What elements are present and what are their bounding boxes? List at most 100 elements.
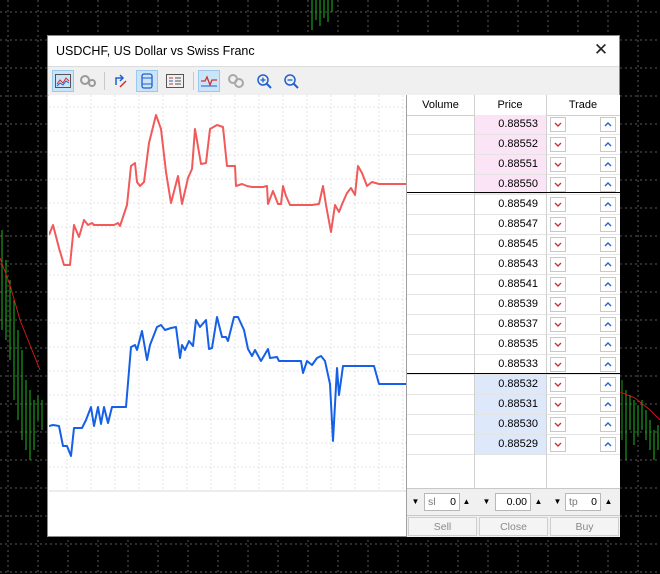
sell-limit-button[interactable] <box>550 217 566 232</box>
sl-down-arrow[interactable]: ▼ <box>411 497 420 506</box>
chevron-down-icon <box>554 242 562 247</box>
chevron-down-icon <box>554 342 562 347</box>
dom-row: 0.88532 <box>407 375 620 395</box>
close-position-button[interactable]: Close <box>479 517 548 536</box>
close-icon: ✕ <box>593 40 609 59</box>
one-click-trading-icon <box>115 74 127 88</box>
price-cell: 0.88539 <box>498 298 538 310</box>
volume-list-button[interactable] <box>164 70 186 92</box>
chevron-up-icon <box>604 422 612 427</box>
sl-field[interactable]: sl 0 <box>424 493 460 511</box>
dom-row: 0.88549 <box>407 195 620 215</box>
sell-button[interactable]: Sell <box>408 517 477 536</box>
sell-limit-button[interactable] <box>550 277 566 292</box>
buy-limit-button[interactable] <box>600 297 616 312</box>
sell-limit-button[interactable] <box>550 297 566 312</box>
chevron-down-icon <box>554 182 562 187</box>
buy-limit-button[interactable] <box>600 177 616 192</box>
close-button[interactable]: ✕ <box>589 39 613 63</box>
buy-limit-button[interactable] <box>600 237 616 252</box>
sl-up-arrow[interactable]: ▲ <box>462 497 471 506</box>
chevron-up-icon <box>604 322 612 327</box>
tick-chart[interactable] <box>48 95 406 536</box>
price-cell: 0.88553 <box>474 115 546 134</box>
buy-button[interactable]: Buy <box>550 517 619 536</box>
volume-up-arrow[interactable]: ▲ <box>534 497 543 506</box>
chevron-down-icon <box>554 382 562 387</box>
buy-limit-button[interactable] <box>600 317 616 332</box>
chevron-up-icon <box>604 382 612 387</box>
buy-limit-button[interactable] <box>600 337 616 352</box>
price-cell: 0.88541 <box>498 278 538 290</box>
chevron-down-icon <box>554 162 562 167</box>
ask-line <box>48 114 406 266</box>
buy-limit-button[interactable] <box>600 157 616 172</box>
buy-limit-button[interactable] <box>600 357 616 372</box>
sell-limit-button[interactable] <box>550 257 566 272</box>
chevron-down-icon <box>554 362 562 367</box>
chevron-up-icon <box>604 222 612 227</box>
dom-row: 0.88552 <box>407 135 620 155</box>
line-chart-button[interactable] <box>52 70 74 92</box>
price-cell: 0.88550 <box>474 175 546 194</box>
toolbar <box>48 66 619 96</box>
price-cell: 0.88552 <box>474 135 546 154</box>
order-buttons: Sell Close Buy <box>407 515 620 537</box>
chevron-up-icon <box>604 342 612 347</box>
buy-limit-button[interactable] <box>600 377 616 392</box>
volume-down-arrow[interactable]: ▼ <box>482 497 491 506</box>
tp-down-arrow[interactable]: ▼ <box>553 497 562 506</box>
order-controls: ▼ sl 0 ▲ ▼ 0.00 ▲ ▼ tp 0 ▲ <box>407 488 620 515</box>
sell-limit-button[interactable] <box>550 157 566 172</box>
sell-limit-button[interactable] <box>550 137 566 152</box>
buy-limit-button[interactable] <box>600 137 616 152</box>
chevron-down-icon <box>554 282 562 287</box>
volume-value: 0.00 <box>506 496 527 508</box>
sell-limit-button[interactable] <box>550 177 566 192</box>
sell-limit-button[interactable] <box>550 117 566 132</box>
dom-row: 0.88533 <box>407 355 620 375</box>
link-button[interactable] <box>225 70 247 92</box>
price-cell: 0.88551 <box>474 155 546 174</box>
chevron-up-icon <box>604 402 612 407</box>
tick-chart-button[interactable] <box>198 70 220 92</box>
buy-limit-button[interactable] <box>600 437 616 452</box>
sell-limit-button[interactable] <box>550 377 566 392</box>
sell-limit-button[interactable] <box>550 317 566 332</box>
chevron-up-icon <box>604 262 612 267</box>
buy-limit-button[interactable] <box>600 217 616 232</box>
volume-field[interactable]: 0.00 <box>495 493 531 511</box>
tick-settings-button[interactable] <box>77 70 99 92</box>
chevron-down-icon <box>554 442 562 447</box>
one-click-trading-button[interactable] <box>110 70 132 92</box>
sell-limit-button[interactable] <box>550 337 566 352</box>
buy-limit-button[interactable] <box>600 257 616 272</box>
volume-list-icon <box>166 74 184 88</box>
sell-limit-button[interactable] <box>550 417 566 432</box>
chevron-up-icon <box>604 362 612 367</box>
dom-row: 0.88545 <box>407 235 620 255</box>
buy-limit-button[interactable] <box>600 417 616 432</box>
buy-limit-button[interactable] <box>600 117 616 132</box>
zoom-in-button[interactable] <box>253 70 275 92</box>
buy-limit-button[interactable] <box>600 277 616 292</box>
sell-limit-button[interactable] <box>550 357 566 372</box>
buy-limit-button[interactable] <box>600 197 616 212</box>
depth-of-market-icon <box>141 73 153 89</box>
price-cell: 0.88532 <box>474 375 546 394</box>
tp-up-arrow[interactable]: ▲ <box>604 497 613 506</box>
dom-row: 0.88547 <box>407 215 620 235</box>
dom-row: 0.88541 <box>407 275 620 295</box>
buy-limit-button[interactable] <box>600 397 616 412</box>
sell-limit-button[interactable] <box>550 237 566 252</box>
tick-settings-icon <box>80 75 96 87</box>
tp-field[interactable]: tp 0 <box>565 493 601 511</box>
sell-limit-button[interactable] <box>550 437 566 452</box>
chevron-up-icon <box>604 282 612 287</box>
sell-limit-button[interactable] <box>550 397 566 412</box>
price-cell: 0.88533 <box>498 358 538 370</box>
depth-of-market-button[interactable] <box>136 70 158 92</box>
chevron-up-icon <box>604 142 612 147</box>
zoom-out-button[interactable] <box>280 70 302 92</box>
sell-limit-button[interactable] <box>550 197 566 212</box>
